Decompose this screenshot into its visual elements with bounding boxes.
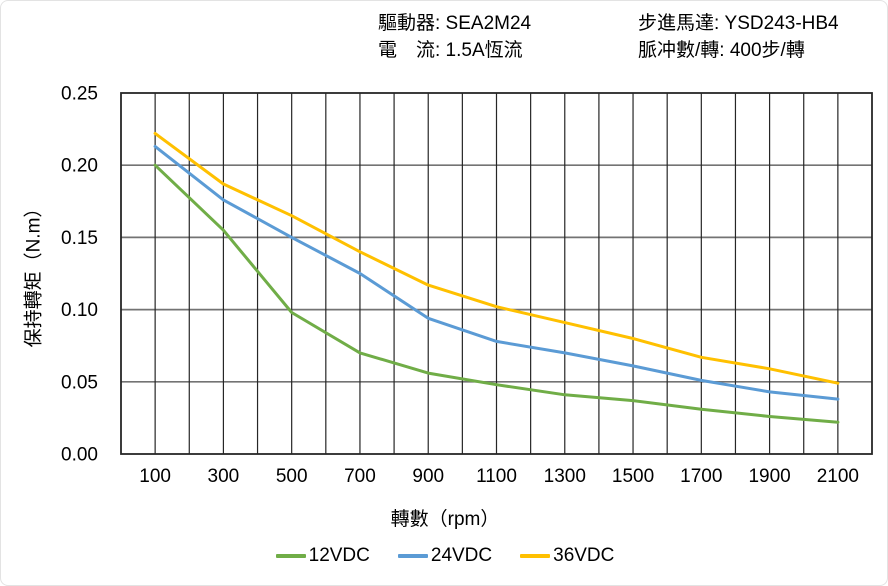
series-line-24vdc (153, 144, 840, 401)
series-line-12vdc (153, 163, 840, 424)
x-axis-title: 轉數（rpm） (390, 509, 500, 530)
legend-swatch-36vdc (520, 554, 551, 558)
y-tick-label: 0.00 (61, 445, 98, 466)
spec-motor: 步進馬達: YSD243-HB4 (638, 13, 839, 34)
plot-border (120, 92, 873, 455)
legend: 12VDC 24VDC 36VDC (1, 545, 887, 567)
x-tick-label: 100 (139, 466, 171, 487)
x-tick-label: 300 (208, 466, 240, 487)
y-tick-labels: 0.00 0.05 0.10 0.15 0.20 0.25 (61, 84, 98, 466)
y-axis-title: 保持轉矩（N.m） (23, 198, 45, 348)
x-tick-label: 1700 (680, 466, 722, 487)
x-tick-label: 2100 (817, 466, 859, 487)
y-tick-label: 0.20 (61, 156, 98, 177)
series-line-36vdc (153, 131, 840, 385)
legend-swatch-12vdc (275, 554, 306, 558)
x-tick-labels: 100 300 500 700 900 1100 1300 1500 1700 1900 2100 (139, 466, 859, 487)
y-tick-label: 0.05 (61, 372, 98, 393)
legend-item-24vdc: 24VDC (397, 545, 493, 567)
y-tick-label: 0.15 (61, 228, 98, 249)
y-tick-label: 0.10 (61, 300, 98, 321)
spec-current: 電 流: 1.5A恆流 (378, 40, 523, 61)
legend-swatch-24vdc (397, 554, 428, 558)
x-tick-label: 500 (276, 466, 308, 487)
x-tick-label: 1500 (612, 466, 654, 487)
legend-label: 24VDC (430, 545, 493, 566)
y-tick-label: 0.25 (61, 84, 98, 105)
legend-label: 12VDC (308, 545, 370, 566)
spec-pulses: 脈冲數/轉: 400步/轉 (638, 40, 805, 61)
legend-item-12vdc: 12VDC (275, 545, 370, 567)
v-gridlines (154, 93, 839, 454)
x-tick-label: 1100 (476, 466, 517, 487)
legend-label: 36VDC (553, 545, 615, 566)
x-tick-label: 700 (344, 466, 376, 487)
spec-driver: 驅動器: SEA2M24 (378, 13, 532, 34)
x-tick-label: 900 (412, 466, 444, 487)
legend-item-36vdc: 36VDC (520, 545, 614, 567)
x-tick-label: 1900 (748, 466, 790, 487)
x-tick-label: 1300 (544, 466, 586, 487)
